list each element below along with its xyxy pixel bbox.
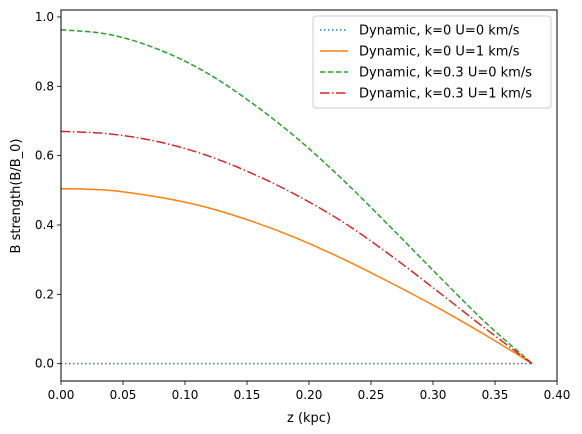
plot-lines	[60, 29, 533, 365]
legend-box	[312, 15, 552, 109]
series-line-4	[60, 130, 533, 365]
x-tick-label: 0.20	[296, 388, 323, 402]
y-axis-label: B strength(B/B_0)	[9, 139, 24, 254]
legend-label-3: Dynamic, k=0.3 U=0 km/s	[359, 66, 532, 81]
x-tick-label: 0.05	[110, 388, 137, 402]
x-tick-label: 0.00	[48, 388, 75, 402]
legend-label-1: Dynamic, k=0 U=0 km/s	[359, 24, 520, 39]
series-line-3	[60, 29, 533, 365]
y-axis-ticks: 0.0 0.2 0.4 0.6 0.8 1.0	[35, 10, 61, 371]
y-tick-label: 0.6	[35, 149, 54, 163]
series-line-2	[60, 187, 533, 365]
y-tick-label: 0.0	[35, 357, 54, 371]
legend-entry-1: Dynamic, k=0 U=0 km/s	[320, 24, 520, 39]
y-tick-label: 0.8	[35, 79, 54, 93]
legend-entry-2: Dynamic, k=0 U=1 km/s	[320, 45, 520, 60]
legend-entry-3: Dynamic, k=0.3 U=0 km/s	[320, 66, 532, 81]
legend: Dynamic, k=0 U=0 km/s Dynamic, k=0 U=1 k…	[312, 15, 552, 109]
x-tick-label: 0.40	[544, 388, 571, 402]
x-tick-label: 0.25	[358, 388, 385, 402]
x-tick-label: 0.30	[420, 388, 447, 402]
x-tick-label: 0.10	[172, 388, 199, 402]
y-tick-label: 0.4	[35, 218, 54, 232]
y-tick-label: 0.2	[35, 287, 54, 301]
x-tick-label: 0.35	[482, 388, 509, 402]
x-axis-ticks: 0.00 0.05 0.10 0.15 0.20 0.25 0.30 0.35 0.40	[48, 381, 571, 402]
legend-label-4: Dynamic, k=0.3 U=1 km/s	[359, 87, 532, 102]
y-tick-label: 1.0	[35, 10, 54, 24]
legend-entry-4: Dynamic, k=0.3 U=1 km/s	[320, 87, 532, 102]
legend-label-2: Dynamic, k=0 U=1 km/s	[359, 45, 520, 60]
x-tick-label: 0.15	[234, 388, 261, 402]
x-axis-label: z (kpc)	[287, 411, 331, 426]
